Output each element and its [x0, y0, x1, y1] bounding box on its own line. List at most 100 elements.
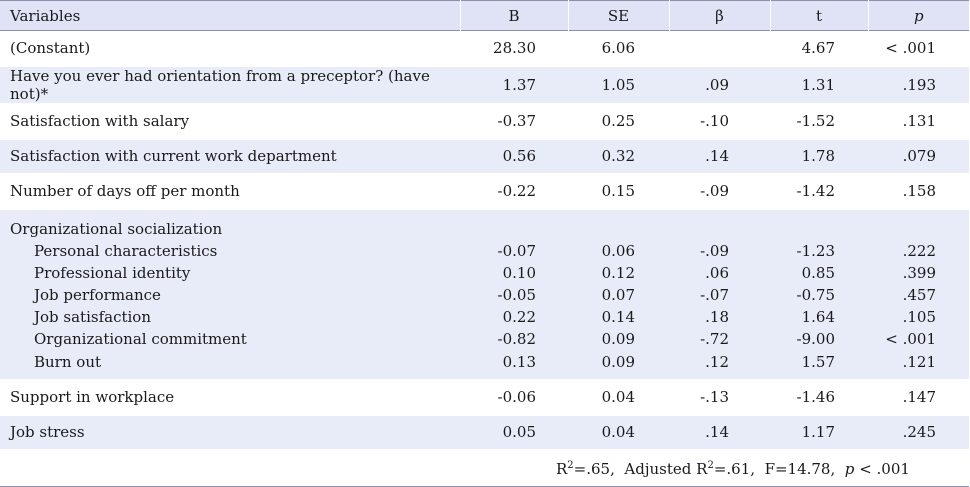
group-item-label: Job performance — [34, 286, 161, 305]
cell-p: .105 — [902, 308, 936, 327]
cell-beta: .18 — [705, 308, 729, 327]
r2-value: =.65, — [573, 459, 615, 478]
cell-se: 6.06 — [601, 38, 635, 57]
r2-label: R — [556, 459, 568, 478]
cell-beta: -.13 — [700, 388, 729, 407]
cell-se: 0.12 — [601, 263, 635, 282]
cell-se: 0.07 — [601, 286, 635, 305]
cell-beta: .12 — [705, 352, 729, 371]
cell-p: .222 — [902, 241, 936, 260]
row-label: Have you ever had orientation from a pre… — [10, 66, 430, 103]
group-col-beta: -.09 .06 -.07 .18 -.72 .12 — [669, 209, 770, 380]
p-label: p — [844, 459, 855, 478]
group-item-label: Personal characteristics — [34, 241, 218, 260]
group-col-b: -0.07 0.10 -0.05 0.22 -0.82 0.13 — [460, 209, 568, 380]
group-title: Organizational socialization — [10, 219, 223, 238]
cell-p: .457 — [902, 286, 936, 305]
header-beta: β — [669, 0, 771, 31]
row-label: Satisfaction with current work departmen… — [10, 147, 337, 165]
cell-beta: -.07 — [700, 286, 729, 305]
cell-t: 0.85 — [801, 263, 835, 282]
header-t: t — [770, 0, 869, 31]
row-label: Job stress — [10, 423, 85, 442]
group-col-se: 0.06 0.12 0.07 0.14 0.09 0.09 — [568, 209, 669, 380]
model-fit-summary: R2=.65, Adjusted R2=.61, F=14.78, p < .0… — [0, 450, 969, 487]
cell-beta: .14 — [705, 147, 729, 165]
group-item-label: Professional identity — [34, 263, 191, 282]
row-label: (Constant) — [10, 38, 91, 57]
header-se: SE — [568, 0, 670, 31]
f-statistic: F=14.78, — [764, 459, 836, 478]
cell-se: 0.32 — [601, 147, 635, 165]
cell-p: .193 — [902, 75, 936, 94]
cell-p: < .001 — [885, 330, 936, 349]
cell-b: -0.07 — [497, 241, 536, 260]
cell-se: 0.15 — [601, 182, 635, 200]
cell-beta: .06 — [705, 263, 729, 282]
cell-b: 0.22 — [502, 308, 536, 327]
adj-r2-label: Adjusted R — [624, 459, 708, 478]
cell-b: -0.37 — [497, 112, 536, 130]
table-row-group: Organizational socialization Personal ch… — [0, 208, 969, 380]
cell-p: .158 — [902, 182, 936, 200]
cell-se: 0.09 — [601, 330, 635, 349]
row-label: Support in workplace — [10, 388, 175, 407]
header-p: p — [913, 6, 924, 25]
cell-b: 0.56 — [502, 147, 536, 165]
group-col-p: .222 .399 .457 .105 < .001 .121 — [868, 209, 969, 380]
table-row: Support in workplace -0.06 0.04 -.13 -1.… — [0, 379, 969, 415]
cell-b: -0.06 — [497, 388, 536, 407]
cell-p: .399 — [902, 263, 936, 282]
cell-beta: -.09 — [700, 241, 729, 260]
header-b: B — [460, 0, 569, 31]
cell-se: 0.06 — [601, 241, 635, 260]
row-label: Number of days off per month — [10, 182, 240, 200]
cell-beta: .09 — [705, 75, 729, 94]
cell-b: -0.22 — [497, 182, 536, 200]
table-row: Number of days off per month -0.22 0.15 … — [0, 173, 969, 209]
cell-t: -1.42 — [796, 182, 835, 200]
cell-p: .079 — [902, 147, 936, 165]
cell-se: 1.05 — [601, 75, 635, 94]
cell-beta — [669, 31, 770, 66]
table-row: Satisfaction with current work departmen… — [0, 138, 969, 174]
cell-t: -1.23 — [796, 241, 835, 260]
group-item-label: Job satisfaction — [34, 308, 151, 327]
cell-se: 0.04 — [601, 388, 635, 407]
cell-b: 0.13 — [502, 352, 536, 371]
cell-beta: .14 — [705, 423, 729, 442]
cell-b: 1.37 — [502, 75, 536, 94]
cell-p: .147 — [902, 388, 936, 407]
cell-se: 0.25 — [601, 112, 635, 130]
cell-b: -0.05 — [497, 286, 536, 305]
cell-t: 1.17 — [801, 423, 835, 442]
group-item-label: Organizational commitment — [34, 330, 247, 349]
cell-beta: -.72 — [700, 330, 729, 349]
cell-t: -1.52 — [796, 112, 835, 130]
row-label: Satisfaction with salary — [10, 112, 190, 130]
cell-t: -1.46 — [796, 388, 835, 407]
model-fit-row: R2=.65, Adjusted R2=.61, F=14.78, p < .0… — [0, 449, 969, 487]
cell-b: -0.82 — [497, 330, 536, 349]
cell-p: .131 — [902, 112, 936, 130]
cell-t: 1.64 — [801, 308, 835, 327]
group-col-t: -1.23 0.85 -0.75 1.64 -9.00 1.57 — [770, 209, 868, 380]
r2-sup: 2 — [567, 459, 574, 471]
cell-t: 1.31 — [801, 75, 835, 94]
cell-p: < .001 — [885, 38, 936, 57]
table-row: Have you ever had orientation from a pre… — [0, 65, 969, 104]
group-item-label: Burn out — [34, 352, 102, 371]
cell-t: -9.00 — [796, 330, 835, 349]
adj-r2-sup: 2 — [707, 459, 714, 471]
cell-se: 0.14 — [601, 308, 635, 327]
header-variables: Variables — [0, 0, 461, 31]
cell-t: 1.57 — [801, 352, 835, 371]
table-row: (Constant) 28.30 6.06 4.67 < .001 — [0, 30, 969, 66]
cell-beta: -.10 — [700, 112, 729, 130]
cell-se: 0.09 — [601, 352, 635, 371]
cell-p: .121 — [902, 352, 936, 371]
adj-r2-value: =.61, — [713, 459, 756, 478]
cell-p: .245 — [902, 423, 936, 442]
table-row: Job stress 0.05 0.04 .14 1.17 .245 — [0, 414, 969, 450]
